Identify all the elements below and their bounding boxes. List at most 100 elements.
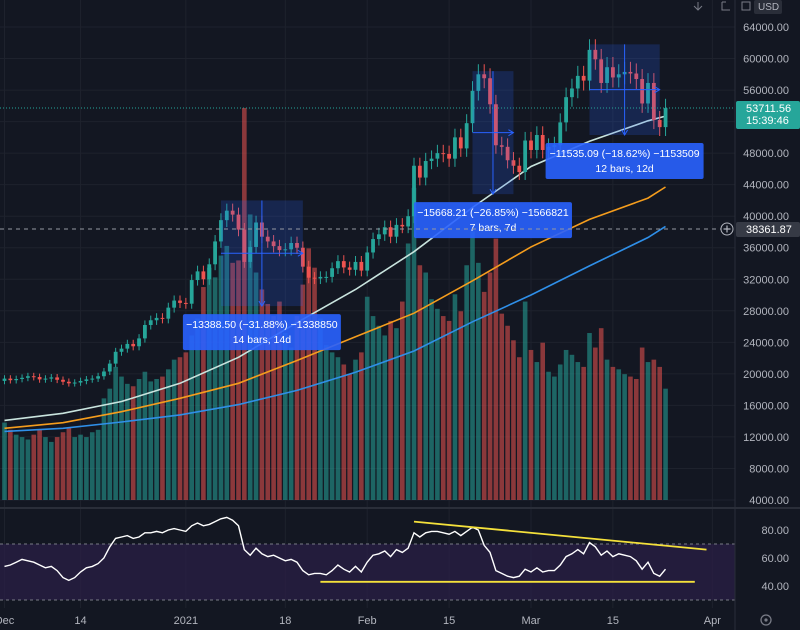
time-axis[interactable]: Dec 14 2021 18 Feb 15 Mar 15 Apr: [0, 615, 721, 627]
candle-body: [66, 381, 71, 384]
volume-bar: [271, 316, 276, 500]
rsi-trend-line: [413, 520, 707, 551]
candle-body: [143, 324, 147, 339]
candle-body: [84, 379, 89, 381]
volume-bar: [8, 429, 13, 500]
candle-body: [72, 382, 77, 384]
candle-body: [441, 153, 446, 155]
measure-label-box[interactable]: [182, 314, 341, 351]
candle-body: [628, 71, 633, 74]
fullscreen-icon[interactable]: [721, 1, 730, 11]
volume-bar: [651, 359, 657, 500]
measure-arrow-head: [258, 300, 266, 308]
volume-bar: [335, 357, 341, 500]
volume-bar: [481, 291, 487, 500]
measure-label-box[interactable]: [545, 143, 704, 180]
candle-body: [178, 300, 182, 303]
chart-settings-gear-icon[interactable]: [760, 614, 772, 626]
measure-label-text: −11535.09 (−18.62%) −1153509: [550, 148, 700, 160]
price-tick-label: 48000.00: [743, 148, 789, 160]
volume-bar: [417, 265, 423, 500]
candle-body: [517, 165, 522, 173]
volume-bar: [37, 429, 42, 500]
candle-body: [564, 97, 568, 123]
volume-bar: [517, 357, 522, 500]
candle-body: [265, 236, 270, 242]
rsi-line: [4, 516, 667, 582]
candle-body: [119, 348, 124, 352]
volume-bar: [183, 352, 189, 500]
volume-bar: [581, 366, 586, 500]
volume-bar: [423, 272, 428, 500]
volume-bar: [388, 320, 393, 500]
volume-bar: [201, 287, 206, 500]
volume-bar: [499, 313, 505, 500]
volume-bar: [60, 432, 66, 500]
candle-body: [324, 276, 329, 278]
candle-body: [464, 123, 469, 149]
candle-body: [248, 246, 253, 262]
settings-icon[interactable]: [741, 1, 751, 11]
price-axis[interactable]: 4000.00 8000.00 12000.00 16000.00 20000.00 24…: [743, 22, 789, 593]
measure-arrow-head: [489, 188, 497, 196]
candle-body: [8, 378, 13, 381]
volume-bar: [242, 107, 247, 501]
candle-body: [371, 239, 375, 253]
measure-arrow-head: [654, 86, 661, 94]
currency-badge[interactable]: [754, 0, 782, 14]
candle-body: [394, 224, 399, 237]
price-tick-label: 44000.00: [743, 180, 789, 192]
volume-bar: [130, 386, 136, 500]
volume-bar: [49, 441, 54, 500]
rsi-tick-label: 80.00: [761, 525, 789, 537]
time-tick-label: 18: [279, 615, 291, 627]
volume-bar: [84, 437, 89, 500]
volume-bar: [154, 379, 159, 500]
volume-bar: [587, 333, 592, 500]
price-tick-label: 36000.00: [743, 243, 789, 255]
candle-body: [26, 376, 30, 378]
volume-bar: [628, 376, 633, 500]
candle-body: [90, 378, 95, 380]
candle-body: [295, 243, 299, 248]
candle-body: [382, 227, 387, 235]
candle-body: [611, 67, 615, 78]
candle-body: [14, 378, 19, 381]
candle-body: [482, 74, 487, 79]
time-tick-label: Feb: [358, 615, 377, 627]
volume-bar: [206, 267, 212, 500]
volume-bar: [546, 371, 551, 500]
candle-body: [37, 377, 42, 380]
volume-bar: [230, 262, 235, 500]
candle-body: [125, 343, 130, 349]
candle-body: [581, 75, 586, 81]
volume-bar: [505, 325, 510, 500]
candle-body: [534, 135, 539, 150]
volume-bar: [563, 349, 569, 500]
candle-body: [570, 88, 574, 98]
time-tick-label: 15: [443, 615, 455, 627]
volume-bar: [136, 379, 142, 500]
candle-body: [49, 377, 54, 379]
scroll-to-end-icon[interactable]: [693, 2, 703, 11]
volume-bar: [283, 333, 288, 500]
time-tick-label: Apr: [704, 615, 721, 627]
candle-body: [107, 363, 112, 372]
volume-bar: [13, 434, 19, 500]
measure-label-box[interactable]: [413, 202, 572, 239]
candle-body: [558, 122, 563, 146]
volume-bar: [142, 371, 148, 500]
volume-bar: [487, 272, 493, 500]
candle-body: [195, 271, 200, 281]
volume-bar: [54, 437, 60, 500]
volume-bar: [610, 366, 616, 500]
candle-body: [412, 165, 416, 217]
measure-tools[interactable]: −13388.50 (−31.88%) −1338850 14 bars, 14d…: [182, 44, 704, 351]
candle-body: [102, 371, 106, 377]
candle-body: [300, 247, 305, 267]
candle-body: [242, 229, 247, 262]
candle-body: [78, 380, 83, 383]
rsi-band: [0, 544, 735, 600]
volume-bar: [306, 248, 311, 500]
